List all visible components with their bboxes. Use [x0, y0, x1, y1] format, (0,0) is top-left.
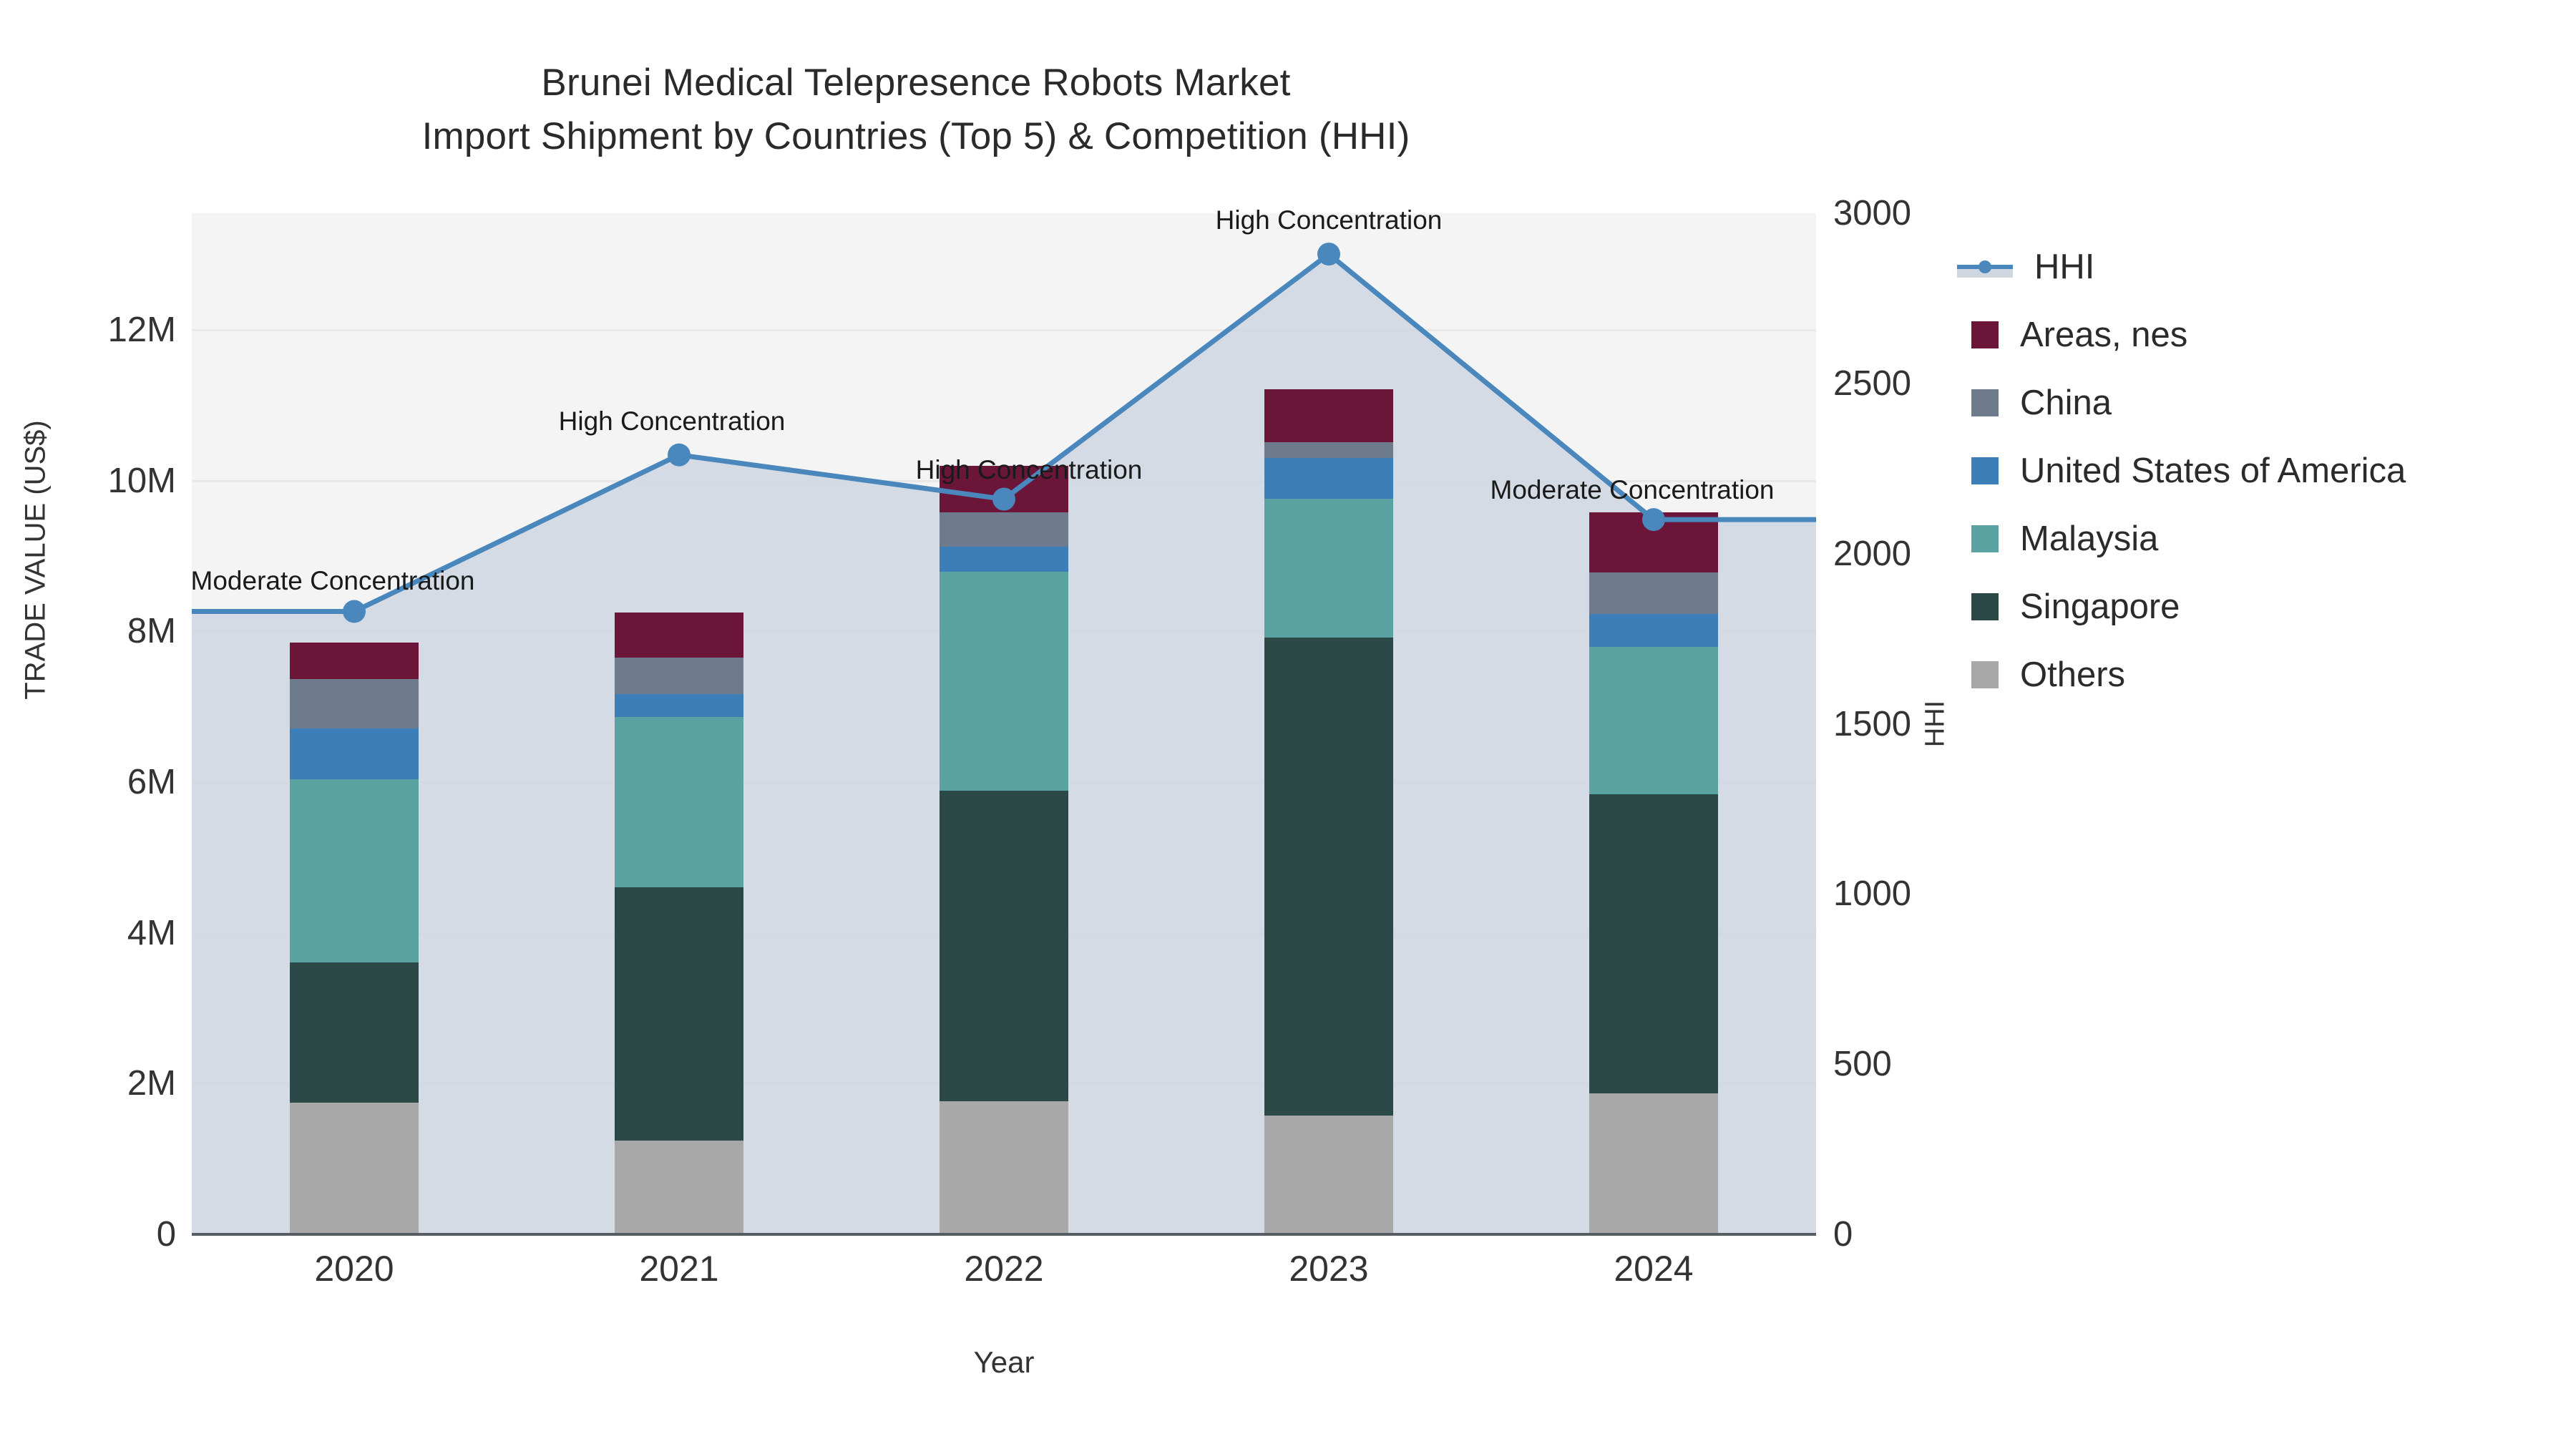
- annotation-2020: Moderate Concentration: [190, 565, 475, 595]
- bar-segment[interactable]: [940, 572, 1068, 791]
- y-axis-left-tick-label: 2M: [127, 1064, 176, 1103]
- annotation-2021: High Concentration: [558, 406, 786, 436]
- x-axis-line: [192, 1233, 1816, 1236]
- legend-item-label: United States of America: [2020, 451, 2406, 490]
- bar-segment[interactable]: [940, 1101, 1068, 1234]
- y-axis-right-tick-label: 1000: [1833, 874, 1912, 914]
- x-axis-tick-label-2022: 2022: [964, 1249, 1044, 1289]
- y-axis-left-tick-label: 8M: [127, 612, 176, 651]
- chart-title-block: Brunei Medical Telepresence Robots Marke…: [0, 56, 1832, 164]
- bar-segment[interactable]: [615, 716, 743, 887]
- y-axis-left-tick-label: 12M: [107, 311, 176, 350]
- bar-segment[interactable]: [615, 887, 743, 1141]
- legend-item-label: China: [2020, 383, 2112, 422]
- legend-item-label: HHI: [2034, 247, 2095, 286]
- hhi-marker[interactable]: [1642, 508, 1665, 532]
- annotation-2023: High Concentration: [1215, 205, 1443, 235]
- x-axis-tick-label-2023: 2023: [1289, 1249, 1369, 1289]
- legend-item-united-states-of-america[interactable]: United States of America: [1964, 436, 2565, 504]
- bar-segment[interactable]: [1589, 614, 1718, 647]
- bar-group-2020[interactable]: [290, 643, 419, 1234]
- bar-segment[interactable]: [1589, 794, 1718, 1094]
- legend-item-others[interactable]: Others: [1964, 640, 2565, 708]
- annotation-2024: Moderate Concentration: [1490, 475, 1775, 505]
- legend-item-hhi[interactable]: HHI: [1957, 233, 2565, 301]
- plot-area: [192, 213, 1816, 1234]
- legend-color-swatch: [1971, 457, 1999, 484]
- chart-title: Brunei Medical Telepresence Robots Marke…: [541, 62, 1291, 104]
- legend-color-swatch: [1971, 592, 1999, 620]
- legend-color-swatch: [1971, 321, 1999, 348]
- bar-segment[interactable]: [615, 1141, 743, 1234]
- bar-group-2022[interactable]: [940, 465, 1068, 1234]
- bar-segment[interactable]: [1589, 572, 1718, 615]
- bar-segment[interactable]: [1264, 637, 1393, 1116]
- x-axis-tick-label-2024: 2024: [1614, 1249, 1694, 1289]
- y-axis-right-tick-label: 3000: [1833, 194, 1912, 233]
- bar-group-2023[interactable]: [1264, 389, 1393, 1234]
- legend-marker-dot: [1979, 260, 1991, 273]
- bar-segment[interactable]: [1264, 1115, 1393, 1234]
- gridline: [192, 329, 1816, 332]
- legend-color-swatch: [1971, 525, 1999, 552]
- bar-segment[interactable]: [290, 1102, 419, 1234]
- legend-item-label: Areas, nes: [2020, 315, 2188, 354]
- y-axis-left-tick-label: 6M: [127, 763, 176, 802]
- bar-segment[interactable]: [1589, 646, 1718, 794]
- bar-segment[interactable]: [1264, 389, 1393, 443]
- bar-segment[interactable]: [290, 678, 419, 729]
- legend-color-swatch: [1971, 660, 1999, 688]
- bar-group-2024[interactable]: [1589, 512, 1718, 1234]
- y-axis-right-tick-label: 2500: [1833, 364, 1912, 403]
- hhi-marker[interactable]: [668, 443, 691, 467]
- bar-segment[interactable]: [615, 693, 743, 717]
- legend-color-swatch: [1971, 389, 1999, 416]
- y-axis-right-tick-label: 0: [1833, 1215, 1853, 1254]
- y-axis-left-tick-label: 0: [156, 1215, 176, 1254]
- x-axis-title: Year: [973, 1345, 1035, 1379]
- legend-item-label: Malaysia: [2020, 519, 2159, 558]
- legend-item-china[interactable]: China: [1964, 369, 2565, 436]
- bar-segment[interactable]: [940, 546, 1068, 572]
- x-axis-tick-label-2020: 2020: [314, 1249, 394, 1289]
- x-axis-tick-label-2021: 2021: [639, 1249, 719, 1289]
- chart-subtitle: Import Shipment by Countries (Top 5) & C…: [421, 115, 1410, 158]
- legend-item-label: Singapore: [2020, 587, 2180, 626]
- bar-segment[interactable]: [290, 779, 419, 962]
- legend: HHI Areas, nes China United States of Ameri…: [1957, 233, 2565, 708]
- bar-segment[interactable]: [615, 613, 743, 658]
- bar-segment[interactable]: [290, 643, 419, 679]
- hhi-line: [192, 251, 1816, 615]
- hhi-marker[interactable]: [1317, 243, 1340, 266]
- hhi-marker[interactable]: [992, 487, 1015, 511]
- y-axis-left-tick-label: 10M: [107, 461, 176, 500]
- bar-segment[interactable]: [290, 962, 419, 1103]
- legend-item-areas-nes[interactable]: Areas, nes: [1964, 301, 2565, 369]
- y-axis-left-title: TRADE VALUE (US$): [19, 420, 52, 700]
- bar-segment[interactable]: [1264, 442, 1393, 459]
- y-axis-right-title: HHI: [1920, 700, 1951, 748]
- legend-line-swatch-icon: [1957, 253, 2013, 280]
- legend-item-label: Others: [2020, 655, 2126, 694]
- bar-segment[interactable]: [615, 658, 743, 694]
- bar-segment[interactable]: [1589, 1093, 1718, 1234]
- legend-item-singapore[interactable]: Singapore: [1964, 572, 2565, 640]
- y-axis-left-tick-label: 4M: [127, 913, 176, 952]
- hhi-marker[interactable]: [343, 600, 366, 623]
- hhi-line-svg: [192, 243, 1816, 623]
- bar-group-2021[interactable]: [615, 613, 743, 1234]
- bar-segment[interactable]: [940, 790, 1068, 1101]
- bar-segment[interactable]: [1264, 458, 1393, 499]
- bar-segment[interactable]: [940, 512, 1068, 547]
- y-axis-right-tick-label: 1500: [1833, 704, 1912, 743]
- y-axis-right-tick-label: 2000: [1833, 534, 1912, 573]
- legend-item-malaysia[interactable]: Malaysia: [1964, 504, 2565, 572]
- y-axis-right-tick-label: 500: [1833, 1045, 1892, 1084]
- bar-segment[interactable]: [1264, 499, 1393, 638]
- annotation-2022: High Concentration: [915, 454, 1143, 484]
- bar-segment[interactable]: [290, 728, 419, 779]
